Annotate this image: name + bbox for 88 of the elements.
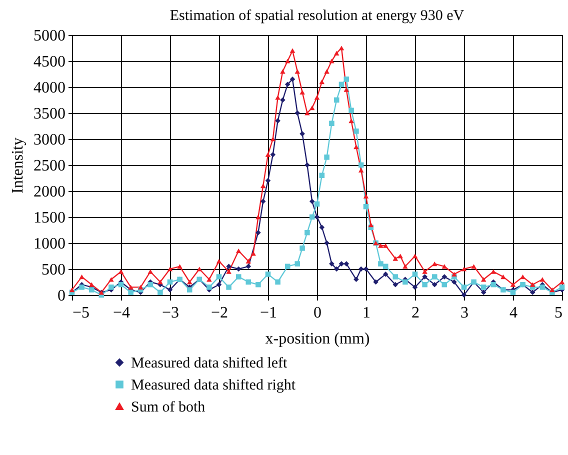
point <box>354 276 359 282</box>
point <box>260 198 266 204</box>
point <box>256 230 261 236</box>
point <box>461 284 467 290</box>
point <box>461 292 467 298</box>
y-tick-label: 4500 <box>34 54 66 70</box>
point <box>559 284 565 290</box>
point <box>530 290 536 296</box>
point <box>275 279 280 285</box>
x-tick-label: 1 <box>362 304 370 322</box>
point <box>294 261 300 266</box>
x-tick-label: −1 <box>260 304 278 322</box>
point <box>319 224 325 230</box>
point <box>422 282 428 288</box>
x-tick-label: 4 <box>510 304 518 322</box>
point <box>392 274 398 280</box>
point <box>108 284 114 290</box>
x-tick-label: 5 <box>554 304 562 322</box>
x-tick-label: −4 <box>112 304 130 322</box>
point <box>246 264 252 270</box>
point <box>480 284 486 290</box>
point <box>344 76 350 82</box>
point <box>216 274 222 280</box>
x-tick-label: −5 <box>72 304 90 322</box>
point <box>540 284 546 290</box>
x-tick-label: 0 <box>314 304 322 322</box>
point <box>284 82 290 88</box>
point <box>256 282 261 288</box>
chart-title: Estimation of spatial resolution at energy 930 eV <box>170 8 464 24</box>
point <box>329 261 334 266</box>
point <box>442 274 448 280</box>
point <box>265 272 271 277</box>
point <box>382 272 388 277</box>
point <box>344 261 350 266</box>
point <box>432 282 438 288</box>
point <box>128 290 134 296</box>
x-tick-label: −3 <box>162 304 180 322</box>
y-tick-label: 3500 <box>34 106 66 122</box>
point <box>329 120 334 126</box>
point <box>392 282 398 288</box>
point <box>363 266 369 272</box>
point <box>412 272 418 277</box>
point <box>334 266 340 272</box>
point <box>402 279 408 285</box>
y-axis-title: Intensity <box>10 138 26 194</box>
point <box>236 274 242 280</box>
point <box>88 287 94 292</box>
point <box>275 118 280 124</box>
y-tick-label: 1500 <box>34 210 66 226</box>
point <box>300 246 305 251</box>
y-tick-label: 2000 <box>34 184 66 200</box>
point <box>186 287 192 292</box>
point <box>314 214 320 220</box>
point <box>216 282 222 288</box>
point <box>226 284 232 290</box>
point <box>432 274 438 280</box>
point <box>378 261 384 266</box>
x-tick-label: −2 <box>210 304 228 322</box>
y-tick-label: 1000 <box>34 236 66 252</box>
legend-label: Sum of both <box>131 400 206 416</box>
point <box>354 128 359 134</box>
point <box>79 284 84 290</box>
y-tick-label: 0 <box>58 288 66 304</box>
point <box>158 290 163 296</box>
y-tick-label: 2500 <box>34 158 66 174</box>
legend-label: Measured data shifted right <box>131 378 296 394</box>
point <box>358 266 364 272</box>
point <box>236 266 242 272</box>
point <box>324 154 330 160</box>
x-axis-title: x-position (mm) <box>265 330 370 348</box>
point <box>270 152 276 158</box>
point <box>309 198 315 204</box>
point <box>348 108 354 114</box>
legend-label: Measured data shifted left <box>131 356 288 372</box>
y-tick-label: 3000 <box>34 132 66 148</box>
point <box>304 230 310 236</box>
point <box>294 110 300 116</box>
x-tick-label: 3 <box>460 304 468 322</box>
y-tick-label: 500 <box>42 262 66 278</box>
y-tick-label: 5000 <box>34 28 66 44</box>
y-tick-label: 4000 <box>34 80 66 96</box>
point <box>480 290 486 296</box>
point <box>300 131 305 136</box>
point <box>265 178 271 184</box>
point <box>226 264 232 270</box>
point <box>422 274 428 280</box>
point <box>206 284 212 290</box>
x-tick-label: 2 <box>412 304 420 322</box>
